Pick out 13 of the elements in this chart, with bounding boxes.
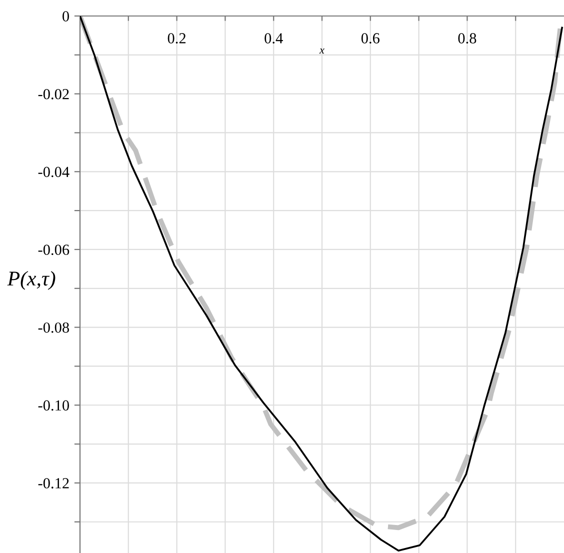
y-tick-label: -0.06 (38, 244, 70, 255)
x-tick-label: 0.8 (458, 33, 476, 44)
y-tick-label: 0 (62, 11, 69, 22)
x-tick-label: 0.6 (361, 33, 380, 44)
x-tick-label: 0.4 (264, 33, 283, 44)
x-axis-title: x (319, 48, 324, 54)
x-tick-label: 0.2 (168, 33, 186, 44)
y-tick-label: -0.08 (38, 322, 69, 333)
y-tick-label: -0.02 (38, 88, 69, 100)
y-tick-label: -0.10 (38, 400, 69, 411)
y-axis-title: P(x,τ) (7, 270, 56, 290)
y-tick-label: -0.04 (38, 166, 70, 178)
y-tick-label: -0.12 (38, 478, 69, 488)
